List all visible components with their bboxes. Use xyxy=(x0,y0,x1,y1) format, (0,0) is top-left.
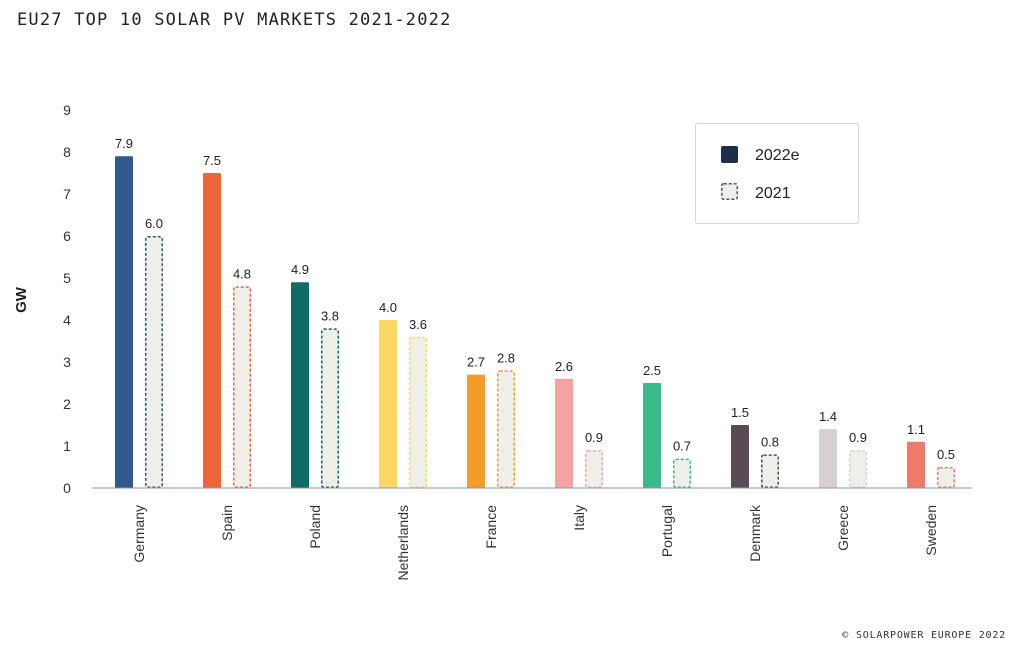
y-tick-label: 8 xyxy=(63,144,71,160)
bar-2021-greece xyxy=(849,450,867,489)
data-label-2021: 3.6 xyxy=(409,317,427,332)
y-tick-label: 4 xyxy=(63,312,71,328)
data-label-2021: 2.8 xyxy=(497,350,515,365)
bar-2022e-poland xyxy=(291,282,309,488)
bar-2021-poland xyxy=(321,328,339,488)
bar-2022e-spain xyxy=(203,173,221,488)
data-label-2021: 0.9 xyxy=(585,430,603,445)
bar-2022e-denmark xyxy=(731,425,749,488)
bar-2021-italy xyxy=(585,450,603,489)
data-label-2022e: 4.9 xyxy=(291,262,309,277)
category-label: Germany xyxy=(131,505,147,563)
y-axis-label: GW xyxy=(13,286,30,313)
bar-2021-denmark xyxy=(761,454,779,488)
bar-2021-spain xyxy=(233,286,251,488)
bar-2021-sweden xyxy=(937,467,955,488)
data-label-2021: 4.8 xyxy=(233,266,251,281)
bar-2022e-portugal xyxy=(643,383,661,488)
y-tick-label: 6 xyxy=(63,228,71,244)
data-label-2022e: 7.9 xyxy=(115,136,133,151)
bar-2022e-greece xyxy=(819,429,837,488)
category-label: Sweden xyxy=(923,505,939,556)
category-label: Denmark xyxy=(747,504,763,562)
data-label-2022e: 2.7 xyxy=(467,355,485,370)
data-label-2022e: 1.5 xyxy=(731,405,749,420)
bar-2022e-germany xyxy=(115,156,133,488)
bar-2021-france xyxy=(497,370,515,488)
category-label: Spain xyxy=(219,505,235,541)
category-label: Greece xyxy=(835,505,851,551)
bar-2022e-france xyxy=(467,374,485,488)
legend-swatch-2021 xyxy=(721,183,738,200)
data-label-2022e: 7.5 xyxy=(203,153,221,168)
bar-2022e-italy xyxy=(555,378,573,488)
bar-2021-germany xyxy=(145,236,163,488)
category-label: France xyxy=(483,505,499,549)
data-label-2021: 0.9 xyxy=(849,430,867,445)
data-label-2021: 0.8 xyxy=(761,434,779,449)
category-label: Poland xyxy=(307,505,323,549)
category-label: Italy xyxy=(571,505,587,531)
copyright-footer: © SOLARPOWER EUROPE 2022 xyxy=(842,630,1006,641)
legend-swatch-2022e xyxy=(721,146,738,163)
data-label-2022e: 4.0 xyxy=(379,300,397,315)
data-label-2022e: 2.6 xyxy=(555,359,573,374)
y-tick-label: 0 xyxy=(63,480,71,496)
category-label: Netherlands xyxy=(395,505,411,581)
y-tick-label: 2 xyxy=(63,396,71,412)
y-tick-label: 7 xyxy=(63,186,71,202)
y-tick-label: 1 xyxy=(63,438,71,454)
data-label-2021: 6.0 xyxy=(145,216,163,231)
chart-title: EU27 TOP 10 SOLAR PV MARKETS 2021-2022 xyxy=(17,10,452,30)
legend-label-2021: 2021 xyxy=(755,185,791,202)
bar-2021-netherlands xyxy=(409,336,427,488)
data-label-2021: 3.8 xyxy=(321,308,339,323)
data-label-2021: 0.7 xyxy=(673,439,691,454)
data-label-2022e: 1.4 xyxy=(819,409,837,424)
data-label-2021: 0.5 xyxy=(937,447,955,462)
bar-2022e-netherlands xyxy=(379,320,397,488)
legend-label-2022e: 2022e xyxy=(755,147,800,164)
bar-2022e-sweden xyxy=(907,441,925,488)
data-label-2022e: 1.1 xyxy=(907,422,925,437)
legend: 2022e 2021 xyxy=(695,123,859,224)
bar-2021-portugal xyxy=(673,458,691,489)
y-tick-label: 5 xyxy=(63,270,71,286)
y-tick-label: 3 xyxy=(63,354,71,370)
y-tick-label: 9 xyxy=(63,102,71,118)
data-label-2022e: 2.5 xyxy=(643,363,661,378)
legend-box xyxy=(695,123,859,224)
category-label: Portugal xyxy=(659,505,675,557)
